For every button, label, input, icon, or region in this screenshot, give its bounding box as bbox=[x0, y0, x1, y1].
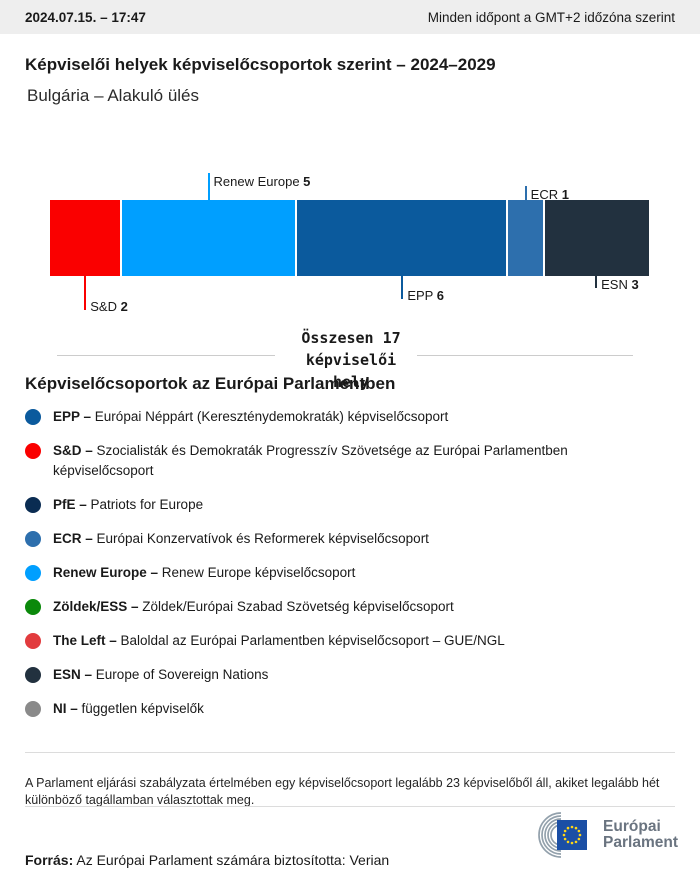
legend-text: PfE – Patriots for Europe bbox=[53, 495, 203, 515]
legend-desc: Zöldek/Európai Szabad Szövetség képvisel… bbox=[142, 599, 454, 614]
legend-item-renew: Renew Europe – Renew Europe képviselőcso… bbox=[25, 563, 590, 583]
bar-segment-s-d bbox=[50, 200, 120, 276]
legend-dot-epp bbox=[25, 409, 41, 425]
legend-desc: Európai Konzervatívok és Reformerek képv… bbox=[96, 531, 429, 546]
legend-abbr: PfE – bbox=[53, 497, 87, 512]
legend-text: ESN – Europe of Sovereign Nations bbox=[53, 665, 268, 685]
chart-area: S&D 2 Renew Europe 5 EPP 6 ECR 1 ESN 3 bbox=[50, 173, 650, 314]
legend-dot-esn bbox=[25, 667, 41, 683]
page-subtitle: Bulgária – Alakuló ülés bbox=[27, 86, 200, 105]
legend-item-pfe: PfE – Patriots for Europe bbox=[25, 495, 590, 515]
legend-text: EPP – Európai Néppárt (Kereszténydemokra… bbox=[53, 407, 448, 427]
callout-label-renew-europe: Renew Europe 5 bbox=[213, 174, 311, 189]
legend-dot-ecr bbox=[25, 531, 41, 547]
callout-label-epp: EPP 6 bbox=[407, 288, 444, 303]
bar-segment-epp bbox=[297, 200, 506, 276]
timezone-note: Minden időpont a GMT+2 időzóna szerint bbox=[427, 9, 675, 25]
legend-item-ecr: ECR – Európai Konzervatívok és Reformere… bbox=[25, 529, 590, 549]
bar-segment-esn bbox=[544, 200, 650, 276]
legend-dot-sd bbox=[25, 443, 41, 459]
total-divider-left bbox=[57, 355, 275, 356]
bar-segment-ecr bbox=[507, 200, 543, 276]
ep-logo: Európai Parlament bbox=[531, 812, 678, 858]
legend-item-esn: ESN – Europe of Sovereign Nations bbox=[25, 665, 590, 685]
legend-text: Zöldek/ESS – Zöldek/Európai Szabad Szöve… bbox=[53, 597, 454, 617]
callout-tick-epp bbox=[401, 276, 404, 299]
legend-text: S&D – Szocialisták és Demokraták Progres… bbox=[53, 441, 583, 481]
divider-rule-bottom bbox=[25, 806, 675, 807]
legend-desc: Patriots for Europe bbox=[90, 497, 204, 512]
source-label: Forrás: bbox=[25, 852, 74, 868]
legend-heading: Képviselőcsoportok az Európai Parlamentb… bbox=[25, 374, 396, 393]
legend-dot-theleft bbox=[25, 633, 41, 649]
datetime-label: 2024.07.15. – 17:47 bbox=[25, 9, 146, 25]
callout-label-s-d: S&D 2 bbox=[90, 299, 128, 314]
legend-item-greens: Zöldek/ESS – Zöldek/Európai Szabad Szöve… bbox=[25, 597, 590, 617]
legend-item-ni: NI – független képviselők bbox=[25, 699, 590, 719]
top-bar: 2024.07.15. – 17:47 Minden időpont a GMT… bbox=[0, 0, 700, 34]
callout-label-esn: ESN 3 bbox=[601, 277, 639, 292]
legend-abbr: Renew Europe – bbox=[53, 565, 159, 580]
legend-abbr: ECR – bbox=[53, 531, 93, 546]
legend-abbr: NI – bbox=[53, 701, 78, 716]
legend-item-epp: EPP – Európai Néppárt (Kereszténydemokra… bbox=[25, 407, 590, 427]
legend-dot-ni bbox=[25, 701, 41, 717]
bar-segment-renew-europe bbox=[121, 200, 296, 276]
legend-abbr: ESN – bbox=[53, 667, 93, 682]
ep-logo-text-line2: Parlament bbox=[603, 834, 678, 851]
legend-item-sd: S&D – Szocialisták és Demokraták Progres… bbox=[25, 441, 590, 481]
seat-bar bbox=[50, 200, 650, 276]
legend-text: Renew Europe – Renew Europe képviselőcso… bbox=[53, 563, 355, 583]
legend-text: NI – független képviselők bbox=[53, 699, 204, 719]
total-seats-label: Összesen 17 képviselői hely bbox=[301, 329, 401, 391]
legend-text: The Left – Baloldal az Európai Parlament… bbox=[53, 631, 505, 651]
legend-abbr: Zöldek/ESS – bbox=[53, 599, 139, 614]
ep-logo-hemicycle-flag-icon bbox=[538, 812, 588, 858]
callout-tick-s-d bbox=[84, 276, 87, 310]
ep-logo-text: Európai Parlament bbox=[603, 819, 678, 851]
legend-desc: Europe of Sovereign Nations bbox=[95, 667, 269, 682]
source-text: Az Európai Parlament számára biztosított… bbox=[73, 852, 390, 868]
legend-list: EPP – Európai Néppárt (Kereszténydemokra… bbox=[25, 407, 590, 733]
divider-rule-top bbox=[25, 752, 675, 753]
legend-desc: Szocialisták és Demokraták Progresszív S… bbox=[53, 443, 568, 478]
legend-text: ECR – Európai Konzervatívok és Reformere… bbox=[53, 529, 429, 549]
legend-desc: Baloldal az Európai Parlamentben képvise… bbox=[120, 633, 505, 648]
callout-tick-renew-europe bbox=[207, 173, 210, 200]
legend-dot-renew bbox=[25, 565, 41, 581]
legend-desc: független képviselők bbox=[81, 701, 204, 716]
legend-item-theleft: The Left – Baloldal az Európai Parlament… bbox=[25, 631, 590, 651]
legend-desc: Európai Néppárt (Kereszténydemokraták) k… bbox=[94, 409, 449, 424]
legend-dot-pfe bbox=[25, 497, 41, 513]
page-title: Képviselői helyek képviselőcsoportok sze… bbox=[25, 55, 496, 74]
legend-abbr: The Left – bbox=[53, 633, 117, 648]
legend-abbr: EPP – bbox=[53, 409, 92, 424]
legend-dot-greens bbox=[25, 599, 41, 615]
legend-desc: Renew Europe képviselőcsoport bbox=[161, 565, 356, 580]
callout-tick-ecr bbox=[524, 186, 527, 200]
source-line: Forrás: Az Európai Parlament számára biz… bbox=[25, 852, 389, 868]
ep-logo-text-line1: Európai bbox=[603, 818, 661, 835]
callout-tick-esn bbox=[595, 276, 598, 288]
callout-label-ecr: ECR 1 bbox=[530, 187, 569, 202]
legend-abbr: S&D – bbox=[53, 443, 93, 458]
total-divider-right bbox=[417, 355, 633, 356]
footnote: A Parlament eljárási szabályzata értelmé… bbox=[25, 775, 660, 807]
